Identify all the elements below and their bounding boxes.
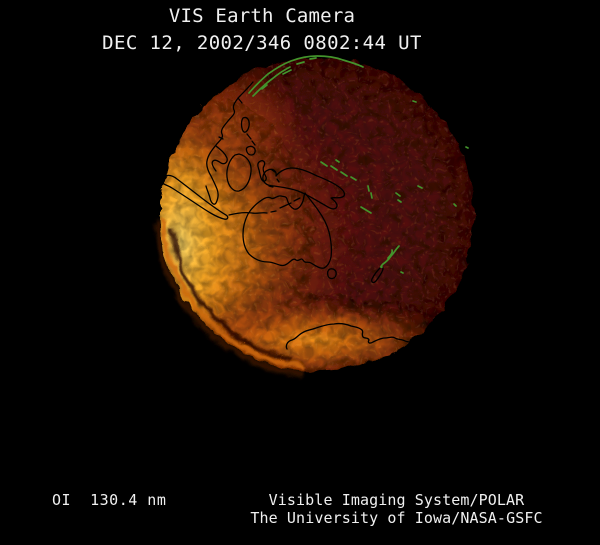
coastline-australia — [242, 192, 333, 269]
credit-institution: The University of Iowa/NASA-GSFC — [250, 509, 543, 527]
coastline-antarctica — [285, 322, 418, 350]
islands-fiji — [395, 192, 402, 203]
island-sumatra — [159, 174, 229, 220]
island-new-zealand-south — [371, 266, 384, 284]
islands-micronesia — [412, 100, 469, 149]
island-new-zealand-north — [380, 245, 404, 274]
title-block: VIS Earth Camera DEC 12, 2002/346 0802:4… — [0, 7, 524, 53]
coastline-east-asia — [205, 81, 254, 205]
island-new-guinea — [262, 167, 346, 210]
limb-bright-ring — [159, 216, 303, 367]
credit-instrument: Visible Imaging System/POLAR — [268, 491, 525, 509]
islands-japan — [252, 61, 305, 97]
limb-dark-arc — [167, 224, 291, 359]
islands-solomon — [320, 159, 357, 181]
island-tasmania — [326, 268, 337, 280]
coastlines-dayside — [159, 81, 418, 350]
credit-block: Visible Imaging System/POLAR The Univers… — [193, 493, 600, 526]
island-sulawesi — [257, 160, 267, 182]
image-title: VIS Earth Camera — [168, 5, 356, 27]
islands-sakhalin — [261, 57, 317, 90]
emission-wavelength-label: OI 130.4 nm — [52, 491, 167, 509]
limb-outer-fringe — [152, 217, 302, 374]
coastlines-nightside — [248, 55, 469, 274]
image-timestamp: DEC 12, 2002/346 0802:44 UT — [102, 32, 422, 54]
island-java — [228, 210, 277, 216]
islands-vanuatu — [367, 185, 373, 199]
island-new-caledonia — [360, 206, 372, 214]
island-taiwan — [237, 97, 243, 104]
island-borneo — [226, 153, 252, 192]
islands-philippines — [240, 116, 256, 156]
islands-samoa — [417, 185, 423, 189]
coastline-kuril-arc — [248, 55, 364, 94]
coastline-indochina — [211, 145, 228, 172]
island-hainan — [218, 136, 224, 140]
earth-disk — [152, 55, 472, 374]
islands-tonga — [453, 203, 457, 207]
